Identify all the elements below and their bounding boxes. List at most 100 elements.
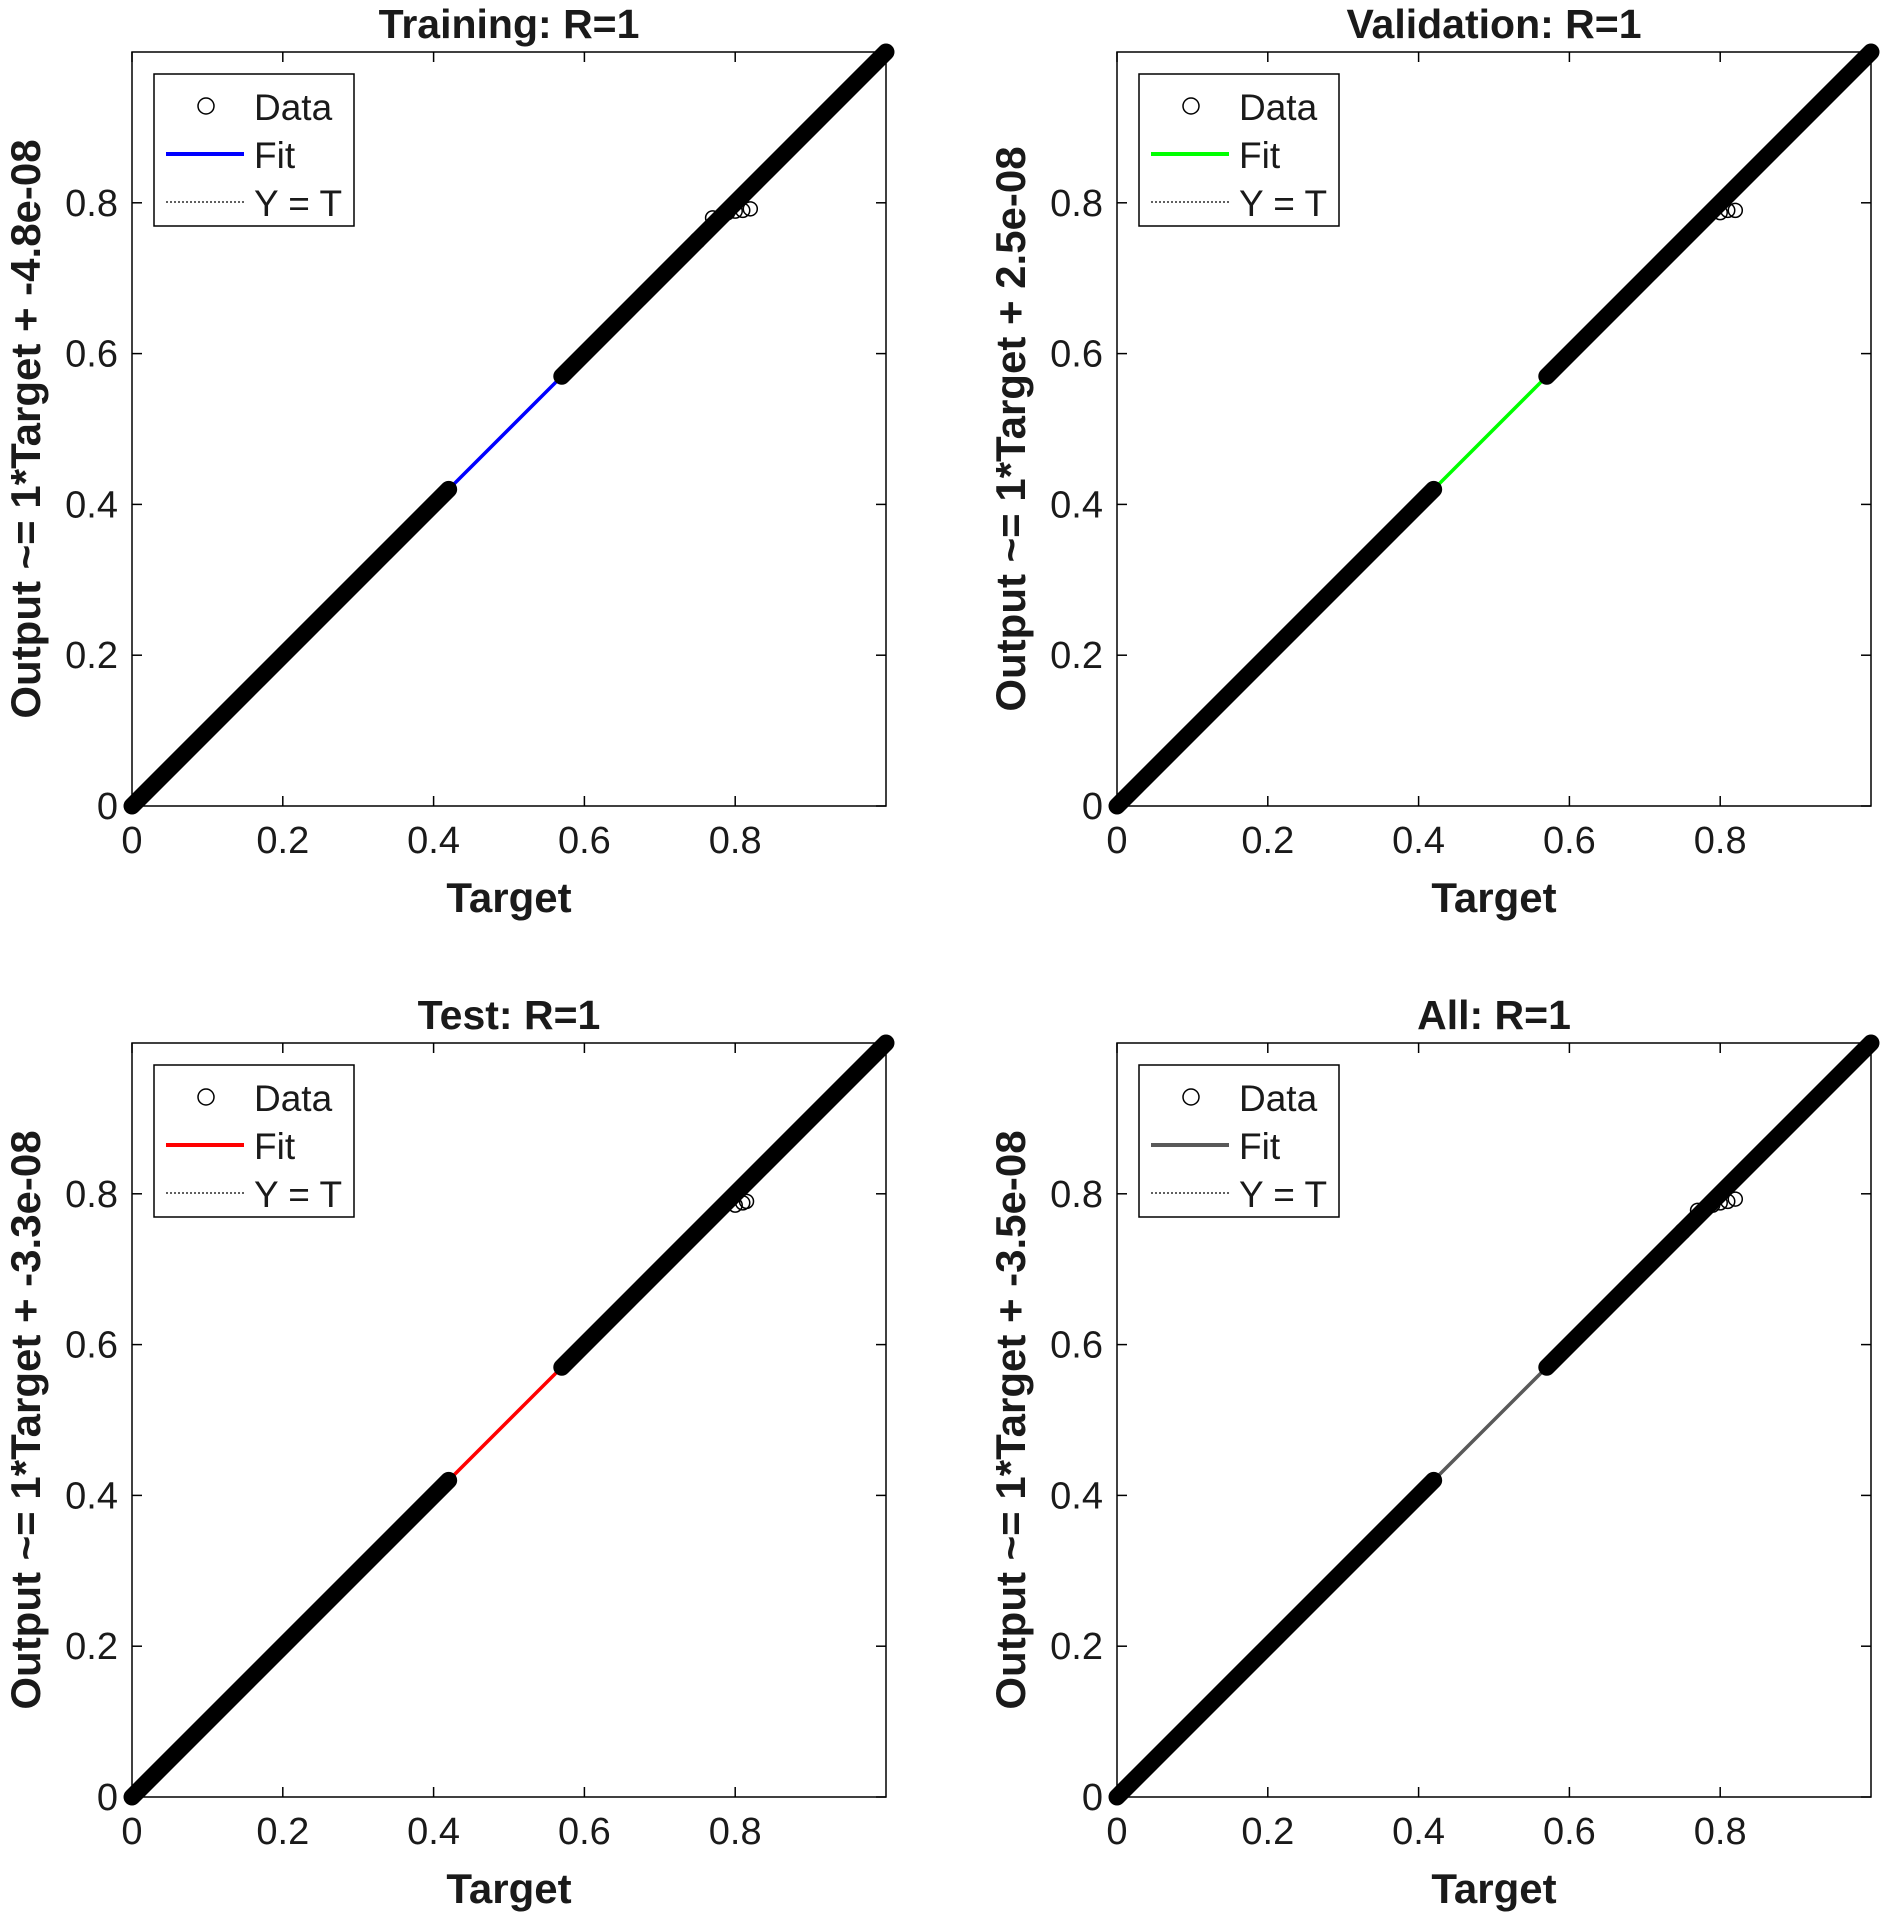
y-tick-label: 0.4 <box>1050 1475 1103 1517</box>
legend-entry-label: Y = T <box>1239 183 1327 224</box>
chart-panel-3: 0 0.2 0.4 0.6 0.8 0 0.2 0.4 0.6 0.8 Test: R=1 Targe… <box>2 992 895 1912</box>
y-tick-label: 0.4 <box>1050 484 1103 526</box>
data-point <box>1704 1197 1721 1213</box>
data-point <box>1719 1193 1736 1210</box>
y-tick-label: 0.6 <box>1050 334 1103 376</box>
x-tick-label: 0.2 <box>256 1811 309 1853</box>
data-segment <box>123 480 458 815</box>
y-tick-label: 0 <box>97 786 118 828</box>
y-tick-label: 0.6 <box>65 334 118 376</box>
y-tick-label: 0.6 <box>65 1325 118 1367</box>
x-axis-label: Target <box>1431 874 1556 921</box>
legend-entry-label: Y = T <box>254 1174 342 1215</box>
x-tick-label: 0.8 <box>709 820 762 862</box>
data-point <box>734 202 751 219</box>
legend-entry-label: Data <box>1239 1078 1318 1119</box>
data-segment <box>1538 43 1880 385</box>
y-tick-label: 0.4 <box>65 484 118 526</box>
legend-entry-label: Data <box>254 1078 333 1119</box>
y-tick-label: 0.6 <box>1050 1325 1103 1367</box>
legend-data-marker <box>197 97 215 115</box>
y-tick-label: 0 <box>97 1777 118 1819</box>
x-tick-label: 0 <box>1106 820 1127 862</box>
data-segment <box>123 1471 458 1806</box>
y-tick-label: 0.8 <box>1050 1174 1103 1216</box>
chart-title: All: R=1 <box>1417 992 1571 1038</box>
chart-panel-1: 0 0.2 0.4 0.6 0.8 0 0.2 0.4 0.6 0.8 Training: R=1 T… <box>2 1 895 921</box>
legend-data-marker <box>197 1088 215 1106</box>
y-tick-label: 0.4 <box>65 1475 118 1517</box>
x-axis-label: Target <box>446 874 571 921</box>
chart-panel-4: 0 0.2 0.4 0.6 0.8 0 0.2 0.4 0.6 0.8 All: R=1 Target… <box>987 992 1880 1912</box>
legend-entry-label: Data <box>254 87 333 128</box>
x-tick-label: 0.8 <box>1694 1811 1747 1853</box>
x-tick-label: 0 <box>121 1811 142 1853</box>
x-tick-label: 0.4 <box>1392 1811 1445 1853</box>
x-tick-label: 0.4 <box>407 1811 460 1853</box>
data-segment <box>1108 480 1443 815</box>
x-tick-label: 0.8 <box>1694 820 1747 862</box>
data-point <box>704 210 721 226</box>
y-tick-label: 0 <box>1082 1777 1103 1819</box>
x-tick-label: 0 <box>121 820 142 862</box>
data-point <box>1712 1195 1728 1211</box>
data-segment <box>553 1034 895 1376</box>
data-point <box>1689 1202 1706 1219</box>
data-point <box>1727 1191 1744 1207</box>
data-point <box>719 204 736 221</box>
y-tick-label: 0.2 <box>1050 1626 1103 1668</box>
chart-title: Test: R=1 <box>418 992 601 1038</box>
data-point <box>742 201 759 217</box>
x-tick-label: 0.2 <box>256 820 309 862</box>
x-tick-label: 0.8 <box>709 1811 762 1853</box>
x-axis-label: Target <box>446 1865 571 1912</box>
x-tick-label: 0.4 <box>407 820 460 862</box>
x-axis-label: Target <box>1431 1865 1556 1912</box>
y-axis-label: Output ~= 1*Target + -3.3e-08 <box>2 1130 49 1709</box>
data-point <box>738 1193 755 1210</box>
y-axis-label: Output ~= 1*Target + -3.5e-08 <box>987 1130 1034 1709</box>
y-axis-label: Output ~= 1*Target + 2.5e-08 <box>987 146 1034 711</box>
x-tick-label: 0.2 <box>1241 820 1294 862</box>
data-segment <box>1108 1471 1443 1806</box>
legend-entry-label: Data <box>1239 87 1318 128</box>
data-point <box>727 1197 743 1213</box>
chart-title: Training: R=1 <box>379 1 640 47</box>
legend-box <box>1138 73 1340 227</box>
x-tick-label: 0.2 <box>1241 1811 1294 1853</box>
data-point <box>1712 204 1728 221</box>
legend-box <box>153 1064 355 1218</box>
x-tick-label: 0 <box>1106 1811 1127 1853</box>
chart-panel-2: 0 0.2 0.4 0.6 0.8 0 0.2 0.4 0.6 0.8 Validation: R=… <box>987 1 1880 921</box>
data-point <box>727 203 743 219</box>
x-tick-label: 0.6 <box>1543 820 1596 862</box>
legend-data-marker <box>1182 1088 1200 1106</box>
legend-entry-label: Fit <box>1239 1126 1281 1167</box>
x-tick-label: 0.6 <box>558 1811 611 1853</box>
legend-entry-label: Y = T <box>254 183 342 224</box>
x-tick-label: 0.6 <box>558 820 611 862</box>
chart-title: Validation: R=1 <box>1346 1 1641 47</box>
y-tick-label: 0 <box>1082 786 1103 828</box>
legend-entry-label: Fit <box>254 1126 296 1167</box>
data-segment <box>553 232 706 385</box>
y-axis-label: Output ~= 1*Target + -4.8e-08 <box>2 139 49 718</box>
data-segment <box>1538 1223 1691 1376</box>
legend-box <box>1138 1064 1340 1218</box>
legend-entry-label: Y = T <box>1239 1174 1327 1215</box>
y-tick-label: 0.2 <box>65 1626 118 1668</box>
legend-box <box>153 73 355 227</box>
y-tick-label: 0.8 <box>1050 183 1103 225</box>
legend-entry-label: Fit <box>1239 135 1281 176</box>
y-tick-label: 0.2 <box>65 635 118 677</box>
y-tick-label: 0.8 <box>65 183 118 225</box>
y-tick-label: 0.2 <box>1050 635 1103 677</box>
x-tick-label: 0.6 <box>1543 1811 1596 1853</box>
data-point <box>1719 202 1736 219</box>
legend-entry-label: Fit <box>254 135 296 176</box>
y-tick-label: 0.8 <box>65 1174 118 1216</box>
data-point <box>1727 202 1744 219</box>
legend-data-marker <box>1182 97 1200 115</box>
x-tick-label: 0.4 <box>1392 820 1445 862</box>
